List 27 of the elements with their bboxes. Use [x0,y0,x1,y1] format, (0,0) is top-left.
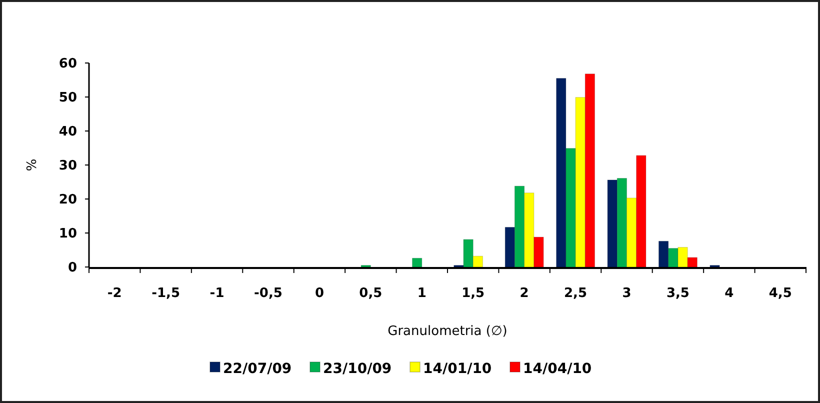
x-tick-label: 2,5 [564,286,588,301]
y-tick-label: 20 [58,192,77,208]
legend-label: 14/01/10 [423,360,492,377]
x-tick-label: 2 [520,286,529,301]
x-tick-label: -1,5 [152,286,180,301]
x-tick-label: 3,5 [666,286,690,301]
x-tick-label: 1,5 [462,286,485,301]
legend-label: 22/07/09 [223,360,292,377]
x-axis-title: Granulometria (∅) [388,324,508,339]
x-tick-label: 4,5 [768,286,792,301]
y-tick-label: 40 [58,124,77,140]
y-axis-title: % [25,158,40,172]
y-tick-label: 60 [58,56,77,72]
x-tick-label: 0,5 [359,286,382,301]
x-tick-label: 3 [622,286,632,301]
x-tick-label: 1 [417,286,426,301]
x-tick-label: 0 [314,286,324,301]
y-tick-label: 30 [58,158,77,174]
x-tick-label: -1 [210,286,224,301]
legend-label: 23/10/09 [323,360,392,377]
x-tick-label: 4 [724,286,734,301]
y-tick-label: 50 [58,90,77,106]
y-tick-label: 0 [68,260,77,276]
x-tick-label: -0,5 [254,286,282,301]
x-tick-label: -2 [107,286,122,301]
legend-label: 14/04/10 [523,360,592,377]
y-tick-label: 10 [58,226,77,242]
